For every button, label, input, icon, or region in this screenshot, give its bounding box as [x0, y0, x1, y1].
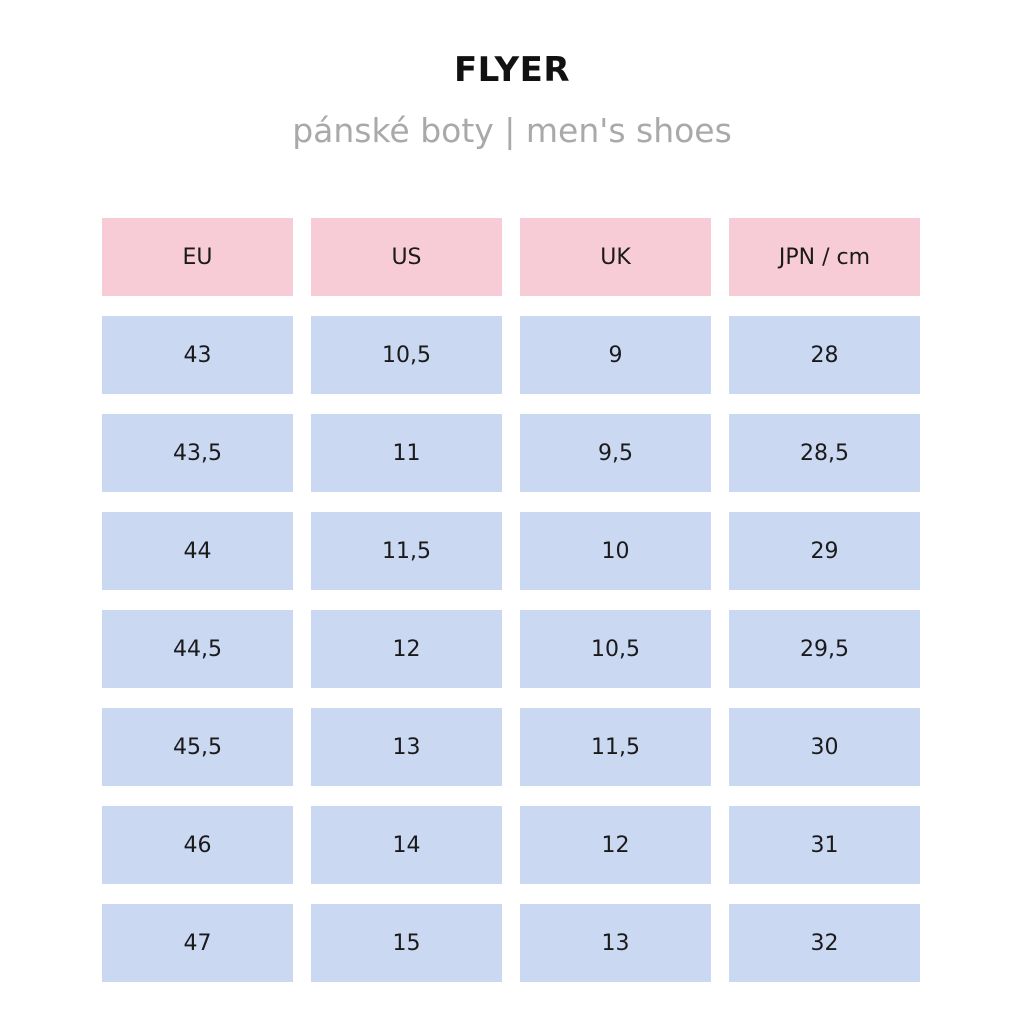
cell-jpn: 32	[729, 904, 920, 982]
cell-jpn: 29,5	[729, 610, 920, 688]
cell-uk: 13	[520, 904, 711, 982]
cell-jpn: 31	[729, 806, 920, 884]
cell-uk: 10,5	[520, 610, 711, 688]
cell-uk: 11,5	[520, 708, 711, 786]
cell-us: 13	[311, 708, 502, 786]
cell-uk: 10	[520, 512, 711, 590]
cell-eu: 46	[102, 806, 293, 884]
cell-us: 12	[311, 610, 502, 688]
header-uk: UK	[520, 218, 711, 296]
cell-eu: 45,5	[102, 708, 293, 786]
cell-us: 10,5	[311, 316, 502, 394]
page-title: FLYER	[453, 50, 571, 90]
cell-us: 14	[311, 806, 502, 884]
cell-eu: 43	[102, 316, 293, 394]
header-us: US	[311, 218, 502, 296]
cell-eu: 47	[102, 904, 293, 982]
cell-eu: 43,5	[102, 414, 293, 492]
cell-uk: 9,5	[520, 414, 711, 492]
cell-jpn: 28,5	[729, 414, 920, 492]
header-eu: EU	[102, 218, 293, 296]
size-table: EU US UK JPN / cm 43 10,5 9 28 43,5 11 9…	[102, 218, 922, 982]
cell-eu: 44,5	[102, 610, 293, 688]
cell-jpn: 30	[729, 708, 920, 786]
cell-eu: 44	[102, 512, 293, 590]
header-jpn: JPN / cm	[729, 218, 920, 296]
cell-us: 11,5	[311, 512, 502, 590]
cell-us: 11	[311, 414, 502, 492]
cell-us: 15	[311, 904, 502, 982]
cell-jpn: 28	[729, 316, 920, 394]
cell-jpn: 29	[729, 512, 920, 590]
cell-uk: 9	[520, 316, 711, 394]
cell-uk: 12	[520, 806, 711, 884]
page-subtitle: pánské boty | men's shoes	[292, 111, 732, 150]
